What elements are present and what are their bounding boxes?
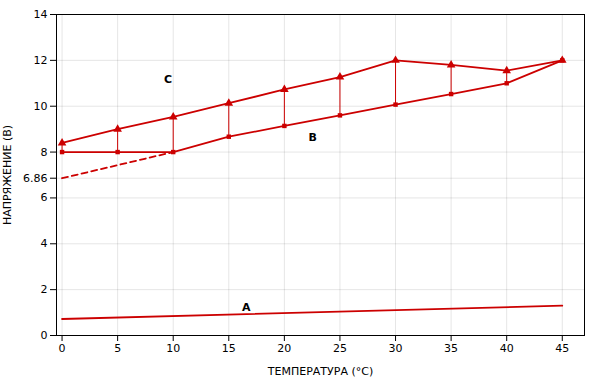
svg-text:20: 20	[277, 342, 291, 355]
svg-text:12: 12	[34, 54, 48, 67]
svg-text:0: 0	[59, 342, 66, 355]
svg-text:5: 5	[114, 342, 121, 355]
svg-text:15: 15	[222, 342, 236, 355]
svg-text:8: 8	[41, 146, 48, 159]
svg-text:14: 14	[34, 8, 48, 21]
svg-text:45: 45	[555, 342, 569, 355]
svg-text:30: 30	[389, 342, 403, 355]
svg-text:НАПРЯЖЕНИЕ (В): НАПРЯЖЕНИЕ (В)	[1, 125, 14, 225]
svg-text:2: 2	[41, 283, 48, 296]
svg-text:A: A	[242, 301, 251, 314]
svg-text:6.86: 6.86	[23, 172, 48, 185]
svg-text:0: 0	[41, 329, 48, 342]
svg-text:B: B	[309, 131, 317, 144]
svg-text:6: 6	[41, 191, 48, 204]
svg-text:ТЕМПЕРАТУРА (°C): ТЕМПЕРАТУРА (°C)	[267, 365, 373, 377]
svg-text:10: 10	[166, 342, 180, 355]
svg-text:10: 10	[34, 100, 48, 113]
svg-text:35: 35	[444, 342, 458, 355]
svg-text:4: 4	[41, 237, 48, 250]
svg-text:25: 25	[333, 342, 347, 355]
svg-text:40: 40	[500, 342, 514, 355]
svg-text:C: C	[164, 73, 172, 86]
